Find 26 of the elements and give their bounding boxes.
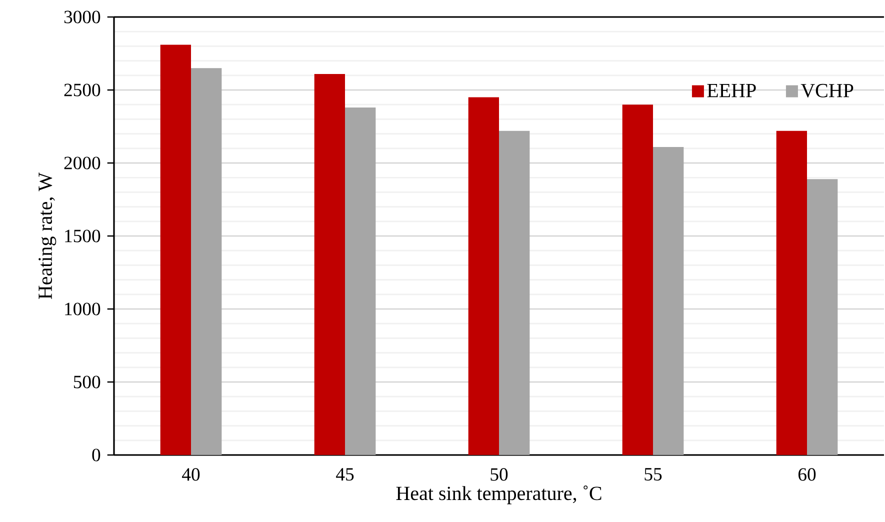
bar <box>622 104 654 455</box>
y-tick-label: 0 <box>92 448 100 462</box>
y-tick-label: 3000 <box>64 10 100 24</box>
bar <box>191 68 222 455</box>
bar <box>468 97 500 455</box>
y-tick-label: 500 <box>74 376 100 388</box>
y-axis-title: Heating rate, W <box>38 172 56 299</box>
bar <box>499 130 530 455</box>
bar <box>314 74 346 455</box>
y-tick-label: 1000 <box>65 302 100 316</box>
y-tick-label: 2500 <box>64 84 100 96</box>
bar <box>345 108 376 455</box>
x-tick-label: 55 <box>644 468 662 481</box>
y-tick-label: 1500 <box>65 230 100 242</box>
x-axis-title: Heat sink temperature, ˚C <box>396 485 602 504</box>
y-tick-label: 2000 <box>64 156 100 170</box>
bar <box>807 179 838 455</box>
x-tick-label: 50 <box>490 468 508 481</box>
legend-label: VCHP <box>800 84 854 98</box>
x-tick-label: 40 <box>182 468 200 481</box>
bar <box>776 130 808 455</box>
x-tick-label: 45 <box>336 468 354 481</box>
x-tick-label: 60 <box>798 468 816 481</box>
bar <box>653 146 684 455</box>
bar <box>160 44 191 455</box>
legend-label: EEHP <box>707 84 756 98</box>
